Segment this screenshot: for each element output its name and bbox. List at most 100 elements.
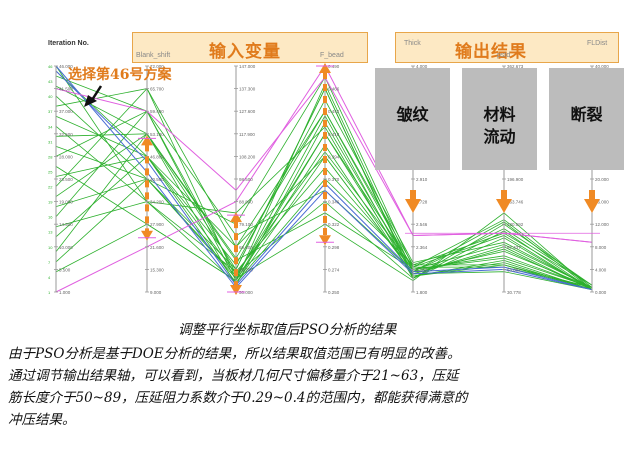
tick-label-a3-5: 98.500 — [239, 177, 253, 182]
iteration-number-7: 7 — [48, 260, 51, 265]
tick-label-fldist-1: 4.000 — [595, 267, 607, 272]
plot-svg: 1.0005.50010.00014.50019.00023.50028.000… — [48, 63, 609, 295]
flow-box — [462, 68, 537, 170]
tick-label-pstd-4: 163.746 — [507, 200, 524, 205]
output-arrow-head-0 — [405, 199, 421, 213]
input-header-title: 输入变量 — [209, 42, 281, 62]
tick-label-fbead-2: 0.298 — [328, 245, 340, 250]
output-arrow-shaft-1 — [501, 190, 507, 200]
tick-label-iter-4: 19.000 — [59, 200, 73, 205]
flow-box-label: 材料 流动 — [483, 105, 516, 146]
iteration-number-25: 25 — [48, 169, 53, 174]
tick-label-pstd-0: 30.778 — [507, 290, 521, 295]
input-header-box — [132, 32, 368, 63]
parallel-coordinates-chart: 输入变量 输出结果 Iteration No. Blank_shift F_be… — [48, 32, 624, 295]
annotation-arrow-head — [84, 95, 97, 107]
iteration-number-16: 16 — [48, 215, 53, 220]
annotation-text: 选择第46号方案 — [68, 67, 172, 83]
blank-axis-label: Blank_shift — [136, 52, 171, 59]
output-arrow-head-1 — [496, 199, 512, 213]
tick-label-a3-7: 117.900 — [239, 132, 255, 137]
output-header-box — [395, 32, 619, 63]
annotation-arrow-shaft — [90, 85, 103, 101]
tick-label-fbead-7: 0.418 — [328, 132, 340, 137]
tick-label-a3-2: 69.400 — [239, 245, 253, 250]
tick-label-a3-10: 147.000 — [239, 64, 256, 69]
tick-label-fbead-8: 0.442 — [328, 109, 340, 114]
tick-label-thick-10: 4.000 — [416, 64, 428, 69]
iteration-number-43: 43 — [48, 79, 53, 84]
tick-label-thick-5: 2.910 — [416, 177, 428, 182]
tick-label-iter-9: 41.500 — [59, 87, 73, 92]
iteration-number-31: 31 — [48, 139, 53, 144]
tick-label-pstd-5: 196.900 — [507, 177, 524, 182]
caption-title: 调整平行坐标取值后PSO分析的结果 — [178, 322, 397, 338]
tick-label-pstd-2: 97.437 — [507, 245, 521, 250]
pstd-axis-label: pstd — [497, 52, 511, 59]
tick-label-blank-3: 27.900 — [150, 222, 164, 227]
output-arrow-head-2 — [584, 199, 600, 213]
tick-label-iter-0: 1.000 — [59, 290, 71, 295]
iteration-number-46: 46 — [48, 64, 53, 69]
tick-label-thick-0: 1.800 — [416, 290, 428, 295]
thick-axis-label: Thick — [404, 40, 421, 47]
tick-label-fbead-1: 0.274 — [328, 267, 340, 272]
tick-label-pstd-10: 362.673 — [507, 64, 524, 69]
tick-label-fbead-9: 0.466 — [328, 87, 340, 92]
tick-label-a3-8: 127.600 — [239, 109, 256, 114]
tick-label-blank-2: 21.600 — [150, 245, 164, 250]
tick-label-thick-3: 2.546 — [416, 222, 428, 227]
output-header-title: 输出结果 — [455, 42, 527, 62]
tick-label-fbead-4: 0.346 — [328, 200, 340, 205]
tick-label-fldist-0: 0.000 — [595, 290, 607, 295]
tick-label-iter-3: 14.500 — [59, 222, 73, 227]
tick-label-a3-1: 59.700 — [239, 267, 253, 272]
tick-label-fbead-0: 0.250 — [328, 290, 340, 295]
tick-label-fldist-10: 40.000 — [595, 64, 609, 69]
caption-line-2: 通过调节输出结果轴，可以看到，当板材几何尺寸偏移量介于21~63，压延 — [8, 368, 459, 384]
fldist-axis-label: FLDist — [587, 40, 608, 47]
brush-arrow-top-a3 — [230, 212, 242, 223]
iteration-number-37: 37 — [48, 109, 53, 114]
iteration-number-22: 22 — [48, 185, 53, 190]
wrinkle-box — [375, 68, 450, 170]
brush-arrow-top-fbead — [319, 63, 331, 73]
wrinkle-box-label: 皱纹 — [396, 105, 429, 124]
tick-label-a3-4: 88.800 — [239, 200, 253, 205]
iteration-number-19: 19 — [48, 200, 53, 205]
tick-label-iter-7: 32.500 — [59, 132, 73, 137]
tick-label-blank-9: 65.700 — [150, 87, 164, 92]
caption-line-4: 冲压结果。 — [8, 412, 76, 428]
caption-line-3: 筋长度介于50~89，压延阻力系数介于0.29~0.4的范围内，都能获得满意的 — [8, 390, 468, 406]
tick-label-fbead-5: 0.370 — [328, 177, 340, 182]
iteration-axis-label: Iteration No. — [48, 40, 89, 47]
tick-label-fldist-5: 20.000 — [595, 177, 609, 182]
tick-label-blank-0: 9.000 — [150, 290, 162, 295]
iteration-number-1: 1 — [48, 290, 51, 295]
tick-label-a3-3: 79.100 — [239, 222, 253, 227]
brush-arrow-top-blank — [141, 135, 153, 146]
tick-label-iter-6: 28.000 — [59, 154, 73, 159]
brush-arrow-bottom-fbead — [319, 235, 331, 246]
tick-label-blank-5: 40.500 — [150, 177, 164, 182]
crack-box — [549, 68, 624, 170]
tick-label-blank-8: 59.400 — [150, 109, 164, 114]
tick-label-thick-1: 2.182 — [416, 267, 428, 272]
tick-label-iter-1: 5.500 — [59, 267, 71, 272]
brush-arrow-bottom-a3 — [230, 285, 242, 295]
tick-label-iter-2: 10.000 — [59, 245, 73, 250]
tick-label-fldist-3: 12.000 — [595, 222, 609, 227]
tick-label-blank-7: 53.100 — [150, 132, 164, 137]
tick-label-thick-2: 2.364 — [416, 245, 428, 250]
iteration-number-28: 28 — [48, 154, 53, 159]
tick-label-fldist-4: 16.000 — [595, 200, 609, 205]
tick-label-iter-8: 37.000 — [59, 109, 73, 114]
tick-label-blank-1: 15.300 — [150, 267, 164, 272]
iteration-number-10: 10 — [48, 245, 53, 250]
tick-label-blank-10: 72.000 — [150, 64, 164, 69]
tick-label-iter-5: 23.500 — [59, 177, 73, 182]
iteration-number-13: 13 — [48, 230, 53, 235]
tick-label-fbead-3: 0.322 — [328, 222, 340, 227]
iteration-number-40: 40 — [48, 94, 53, 99]
tick-label-iter-10: 46.000 — [59, 64, 73, 69]
